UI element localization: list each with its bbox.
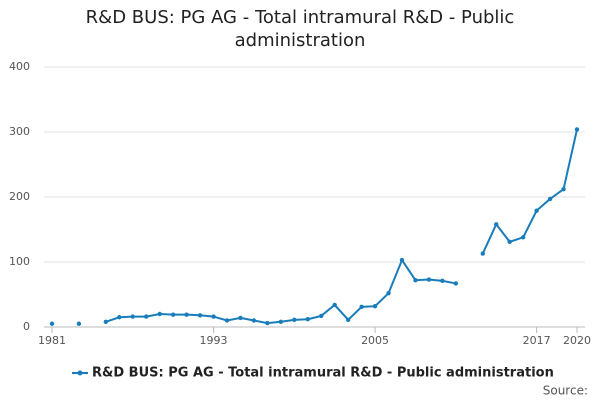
point [561, 187, 566, 192]
x-tick-label: 2017 [523, 334, 551, 347]
point [399, 257, 405, 263]
point [547, 196, 553, 202]
y-tick-label: 100 [9, 255, 30, 268]
point [507, 239, 512, 245]
point [103, 319, 109, 324]
point [345, 317, 351, 323]
point [480, 251, 485, 256]
point [359, 304, 364, 310]
point [319, 313, 324, 319]
point [332, 302, 337, 308]
point [426, 277, 432, 282]
point [157, 311, 162, 317]
point [144, 314, 149, 319]
point [520, 235, 526, 240]
point [117, 315, 122, 320]
y-tick-label: 300 [9, 125, 30, 138]
y-tick-label: 200 [9, 190, 30, 203]
point [265, 320, 270, 326]
x-tick-label: 1993 [200, 334, 228, 347]
point [278, 319, 284, 324]
point [251, 318, 257, 323]
point [494, 222, 499, 227]
point [76, 321, 82, 326]
chart-title: R&D BUS: PG AG - Total intramural R&D - … [85, 7, 515, 51]
point [49, 321, 55, 326]
point [211, 314, 216, 319]
legend-marker [77, 370, 83, 376]
point [534, 208, 539, 213]
x-tick-label: 2020 [563, 334, 591, 347]
point [238, 315, 243, 321]
point [574, 127, 580, 132]
legend-label: R&D BUS: PG AG - Total intramural R&D - … [92, 366, 554, 381]
point [386, 291, 391, 296]
point [197, 313, 203, 318]
x-tick-label: 1981 [38, 334, 66, 347]
point [305, 317, 310, 322]
point [372, 304, 378, 309]
point [440, 278, 445, 284]
y-tick-label: 0 [23, 320, 30, 333]
y-tick-label: 400 [9, 60, 30, 73]
point [453, 281, 459, 286]
source: Source: [543, 384, 588, 398]
x-tick-label: 2005 [361, 334, 389, 347]
point [170, 312, 176, 317]
point [184, 312, 189, 317]
point [292, 317, 297, 323]
point [413, 278, 418, 283]
point [224, 318, 230, 323]
point [130, 314, 135, 319]
line [105, 129, 578, 325]
